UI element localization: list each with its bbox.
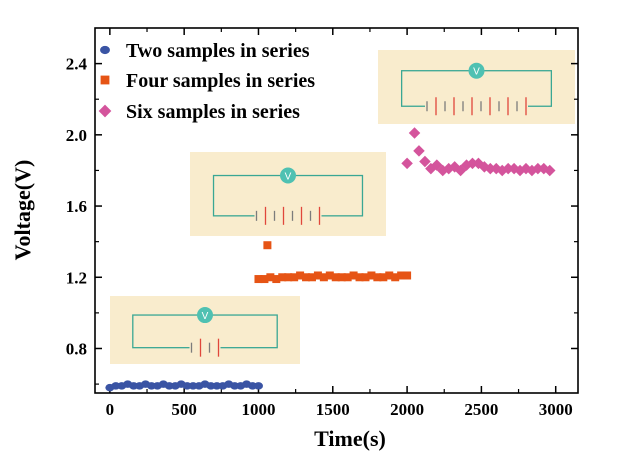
data-point bbox=[313, 271, 322, 280]
inset-panel bbox=[378, 50, 575, 124]
series-square bbox=[254, 241, 412, 284]
y-tick-label: 1.2 bbox=[66, 268, 87, 287]
data-point bbox=[263, 241, 272, 250]
axes bbox=[94, 27, 579, 394]
voltmeter-label: V bbox=[285, 172, 292, 183]
series-diamond bbox=[401, 127, 556, 177]
data-point bbox=[367, 271, 376, 280]
data-point bbox=[349, 271, 358, 280]
six-sample-circuit: V bbox=[378, 50, 575, 124]
legend-label: Four samples in series bbox=[126, 70, 315, 92]
tick-marks bbox=[95, 28, 578, 393]
data-point bbox=[403, 271, 412, 280]
voltmeter-icon bbox=[468, 62, 485, 79]
battery-gap bbox=[254, 214, 322, 218]
data-point bbox=[343, 273, 352, 282]
data-point bbox=[355, 273, 364, 282]
data-points bbox=[105, 127, 556, 392]
y-tick-label: 2.4 bbox=[66, 55, 88, 74]
voltmeter-label: V bbox=[202, 311, 209, 322]
two-sample-circuit: V bbox=[110, 296, 300, 364]
voltmeter-icon bbox=[197, 307, 213, 324]
data-point bbox=[484, 162, 497, 175]
legend-label: Six samples in series bbox=[126, 101, 300, 123]
data-point bbox=[319, 273, 328, 282]
data-point bbox=[413, 145, 425, 157]
tick-labels: 0 500 1000 1500 2000 2500 3000 0.8 1.2 1.6 2.0 2.4 bbox=[66, 55, 573, 419]
data-point bbox=[278, 273, 287, 282]
plot-frame bbox=[94, 27, 579, 394]
x-tick-label: 3000 bbox=[539, 400, 573, 419]
four-sample-circuit: V bbox=[190, 152, 386, 236]
data-point bbox=[419, 155, 431, 168]
data-point bbox=[296, 271, 305, 280]
inset-panel bbox=[190, 152, 386, 236]
legend-marker-square bbox=[100, 75, 110, 85]
y-axis-title: Voltage(V) bbox=[10, 160, 35, 261]
data-point bbox=[408, 127, 421, 139]
x-axis-title: Time(s) bbox=[314, 426, 386, 451]
data-point bbox=[290, 273, 299, 282]
inset-panel bbox=[110, 296, 300, 364]
legend: Two samples in series Four samples in ser… bbox=[98, 40, 315, 123]
data-point bbox=[361, 273, 370, 282]
battery-gap bbox=[189, 346, 221, 350]
data-point bbox=[266, 273, 275, 282]
data-point bbox=[397, 271, 406, 280]
x-tick-label: 1500 bbox=[316, 400, 350, 419]
x-tick-label: 500 bbox=[171, 400, 197, 419]
y-tick-label: 0.8 bbox=[66, 339, 87, 358]
legend-marker-circle bbox=[100, 45, 110, 55]
legend-marker-diamond bbox=[98, 104, 112, 118]
data-point bbox=[373, 273, 382, 282]
data-point bbox=[379, 273, 388, 282]
data-point bbox=[272, 275, 281, 284]
x-tick-label: 0 bbox=[106, 400, 115, 419]
data-point bbox=[544, 164, 556, 177]
data-point bbox=[260, 275, 269, 284]
data-point bbox=[325, 271, 334, 280]
y-tick-label: 1.6 bbox=[66, 197, 87, 216]
voltmeter-label: V bbox=[473, 67, 480, 78]
data-point bbox=[466, 157, 479, 170]
x-tick-label: 1000 bbox=[241, 400, 275, 419]
y-tick-label: 2.0 bbox=[66, 126, 87, 145]
data-point bbox=[391, 273, 400, 282]
legend-label: Two samples in series bbox=[126, 40, 310, 62]
data-point bbox=[331, 273, 340, 282]
data-point bbox=[337, 273, 346, 282]
data-point bbox=[401, 157, 413, 170]
inset-circuits: V V V bbox=[110, 50, 575, 364]
x-tick-label: 2000 bbox=[390, 400, 424, 419]
data-point bbox=[254, 275, 263, 284]
data-point bbox=[385, 271, 394, 280]
x-tick-label: 2500 bbox=[464, 400, 498, 419]
voltmeter-icon bbox=[280, 167, 296, 184]
data-point bbox=[284, 273, 293, 282]
data-point bbox=[302, 273, 311, 282]
series-circle bbox=[105, 380, 263, 392]
data-point bbox=[532, 162, 544, 175]
data-point bbox=[253, 382, 263, 390]
battery-gap bbox=[425, 104, 528, 108]
data-point bbox=[502, 162, 514, 175]
data-point bbox=[307, 273, 316, 282]
